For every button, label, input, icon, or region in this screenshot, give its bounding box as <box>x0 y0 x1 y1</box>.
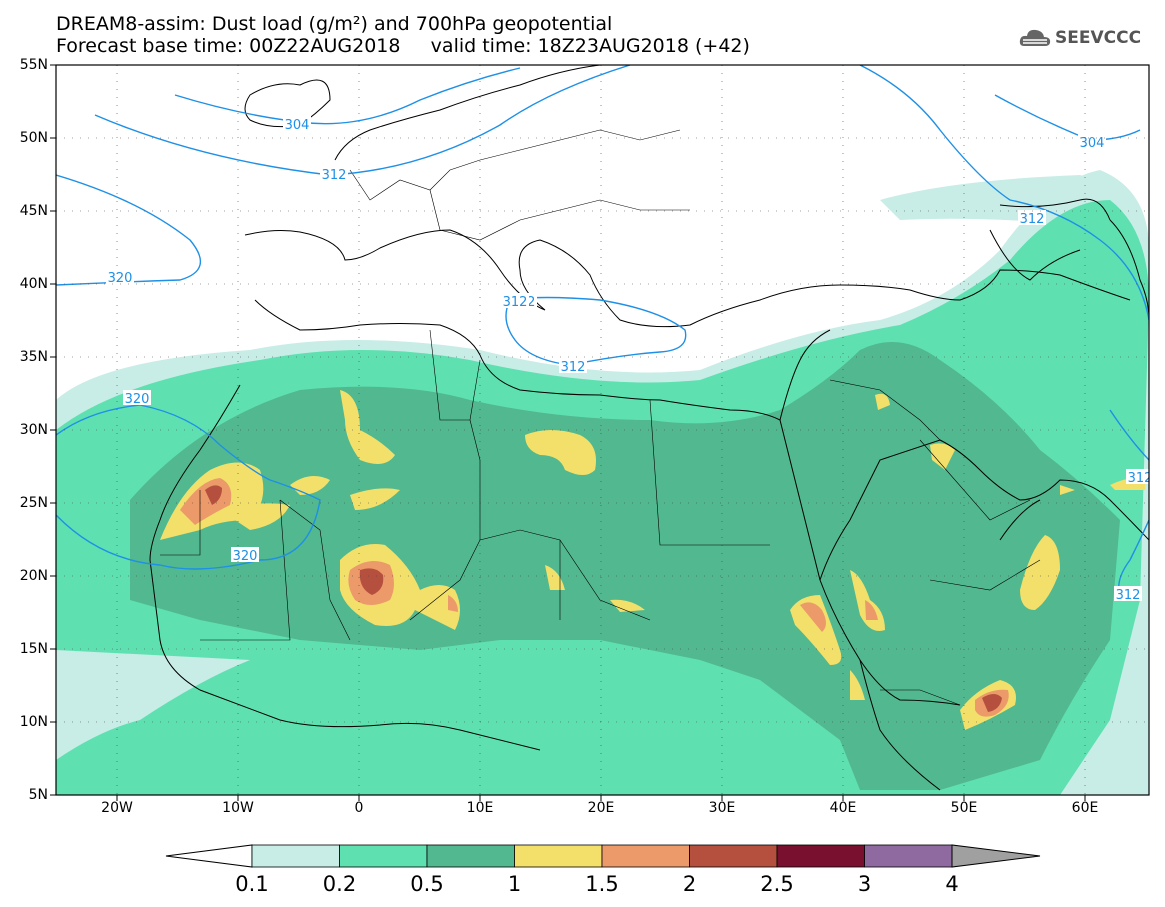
lat-label: 55N <box>19 57 48 73</box>
lat-label: 50N <box>19 130 48 146</box>
colorbar-label: 2.5 <box>760 872 794 896</box>
lat-label: 35N <box>19 349 48 365</box>
lat-label: 25N <box>19 495 48 511</box>
tick-marks <box>50 64 1086 801</box>
contour-label: 312 <box>1116 588 1141 603</box>
colorbar-label: 0.5 <box>410 872 444 896</box>
contour-label: 320 <box>233 549 258 564</box>
colorbar-label: 3 <box>857 872 872 896</box>
seevccc-logo: SEEVCCC <box>1018 26 1141 50</box>
lon-label: 0 <box>354 800 364 816</box>
chart-title: DREAM8-assim: Dust load (g/m²) and 700hP… <box>56 13 613 35</box>
lat-label: 30N <box>19 422 48 438</box>
cloud-icon <box>1019 29 1051 46</box>
colorbar-label: 1 <box>507 872 522 896</box>
contour-label: 320 <box>108 271 133 286</box>
lon-label: 20W <box>101 800 133 816</box>
contour-label: 312 <box>308 54 333 69</box>
lat-label: 10N <box>19 714 48 730</box>
colorbar-upper-arrow <box>951 844 1041 868</box>
contour-label: 320 <box>125 392 150 407</box>
contour-label: 312 <box>561 360 586 375</box>
logo-text: SEEVCCC <box>1055 28 1142 48</box>
lon-label: 60E <box>1071 800 1099 816</box>
colorbar-cell <box>601 844 690 868</box>
lon-label: 40E <box>829 800 857 816</box>
colorbar-cell <box>251 844 340 868</box>
colorbar-label: 4 <box>945 872 959 896</box>
colorbar-cell <box>689 844 778 868</box>
contour-label: 312 <box>1020 212 1045 227</box>
contour-label: 304 <box>1080 136 1105 151</box>
lat-label: 15N <box>19 641 48 657</box>
lat-label: 20N <box>19 568 48 584</box>
coastlines <box>149 65 1149 791</box>
colorbar-cell <box>339 844 428 868</box>
lon-label: 10W <box>222 800 254 816</box>
colorbar-cell <box>514 844 603 868</box>
graticule <box>56 65 1149 795</box>
colorbar-lower-arrow <box>165 844 253 868</box>
colorbar-cell <box>864 844 953 868</box>
lat-label: 40N <box>19 276 48 292</box>
contour-label: 312 <box>503 295 528 310</box>
contour-labels: 312304312304312320312312320320312312312 <box>106 54 1153 603</box>
borders <box>160 129 1041 706</box>
lon-label: 50E <box>950 800 978 816</box>
colorbar-cell <box>426 844 515 868</box>
colorbar-label: 2 <box>682 872 697 896</box>
contour-label: 312 <box>322 168 347 183</box>
colorbar-label: 1.5 <box>585 872 619 896</box>
lat-label: 5N <box>28 787 48 803</box>
lon-label: 30E <box>708 800 736 816</box>
contour-label: 304 <box>285 118 310 133</box>
colorbar-label: 0.2 <box>322 872 357 896</box>
colorbar-label: 0.1 <box>235 872 269 896</box>
dust-field-2 <box>205 485 1002 712</box>
lat-label: 45N <box>19 203 48 219</box>
contour-label: 312 <box>1128 471 1153 486</box>
lon-label: 20E <box>587 800 615 816</box>
colorbar-cell <box>776 844 865 868</box>
chart-subtitle: Forecast base time: 00Z22AUG2018 valid t… <box>56 35 750 57</box>
lon-label: 10E <box>466 800 494 816</box>
